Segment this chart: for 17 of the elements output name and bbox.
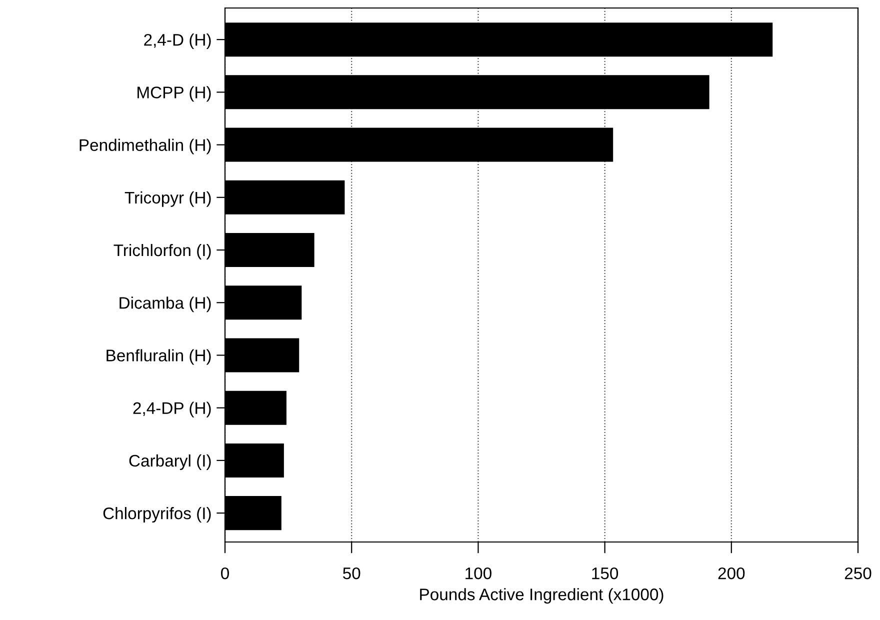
x-tick-label: 200 bbox=[718, 567, 745, 580]
x-tick-label: 150 bbox=[592, 567, 618, 580]
y-tick-label: Chlorpyrifos (I) bbox=[103, 507, 211, 523]
x-tick-label: 100 bbox=[466, 567, 492, 580]
y-tick-label: Benfluralin (H) bbox=[106, 349, 211, 365]
y-tick-label: Carbaryl (I) bbox=[129, 454, 211, 470]
y-tick-label: Tricopyr (H) bbox=[124, 191, 211, 207]
y-tick-label: Dicamba (H) bbox=[120, 296, 211, 312]
x-tick-label: 250 bbox=[844, 567, 872, 580]
y-tick-label: MCPP (H) bbox=[138, 86, 211, 102]
x-tick-label: 50 bbox=[343, 567, 360, 580]
y-tick-label: 2,4-DP (H) bbox=[133, 402, 211, 418]
x-axis-title: Pounds Active Ingredient (x1000) bbox=[420, 588, 664, 604]
y-tick-label: 2,4-D (H) bbox=[144, 34, 211, 50]
y-tick-label: Pendimethalin (H) bbox=[80, 138, 211, 154]
y-tick-label: Trichlorfon (I) bbox=[114, 244, 211, 260]
x-tick-label: 0 bbox=[221, 567, 229, 580]
